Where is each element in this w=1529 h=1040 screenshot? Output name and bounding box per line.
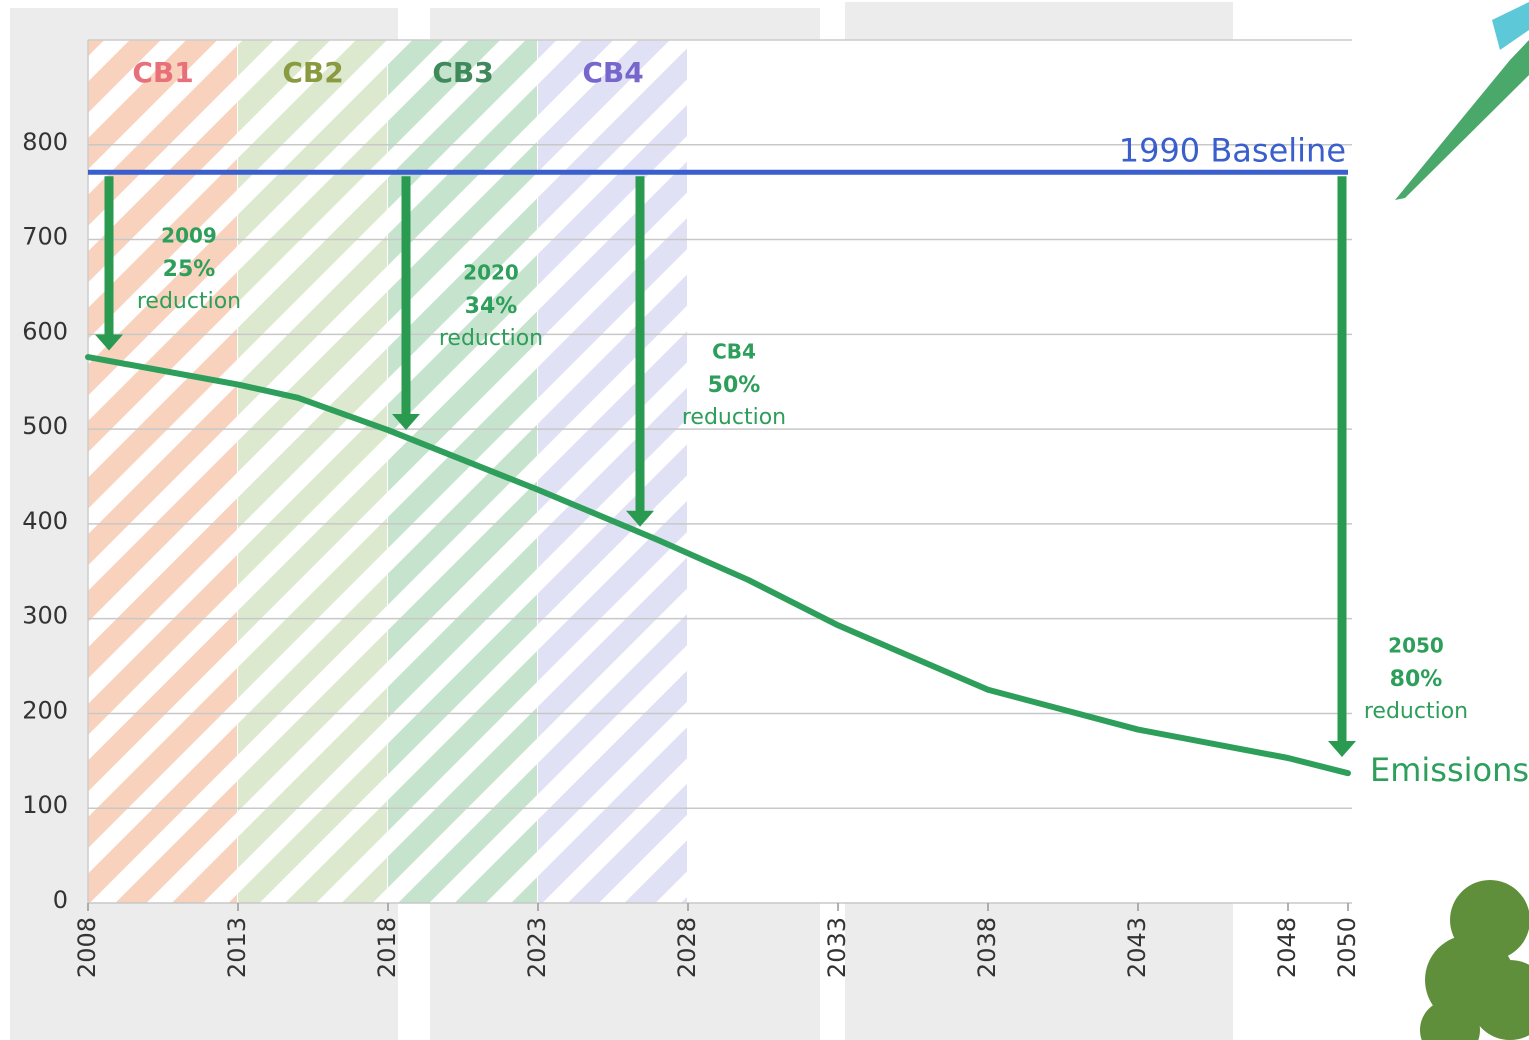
annotation-text: 80% <box>1390 667 1443 692</box>
chart: CB1 CB2 CB3 CB4 0 100 200 300 400 500 600 700 800 200… <box>0 0 1529 1040</box>
x-tick-label: 2048 <box>1273 917 1301 978</box>
y-tick-label: 300 <box>22 602 68 630</box>
annotation-text: 50% <box>708 373 761 398</box>
decoration <box>1492 2 1529 50</box>
x-tick-label: 2028 <box>673 917 701 978</box>
period-label: CB2 <box>282 56 343 89</box>
y-tick-label: 500 <box>22 412 68 440</box>
period-band <box>238 40 388 903</box>
x-tick-label: 2033 <box>823 917 851 978</box>
period-label: CB3 <box>432 56 493 89</box>
annotation-text: reduction <box>1364 699 1468 724</box>
y-tick-label: 400 <box>22 507 68 535</box>
baseline-label: 1990 Baseline <box>1119 131 1346 169</box>
y-tick-label: 0 <box>53 886 68 914</box>
y-tick-label: 800 <box>22 128 68 156</box>
annotation-text: CB4 <box>712 340 756 364</box>
decoration <box>1395 40 1529 200</box>
x-tick-label: 2043 <box>1123 917 1151 978</box>
y-tick-label: 200 <box>22 696 68 724</box>
annotation-text: 2009 <box>161 224 217 248</box>
y-tick-label: 600 <box>22 317 68 345</box>
period-label: CB4 <box>582 56 643 89</box>
tree <box>1420 880 1529 1040</box>
annotation-text: 2050 <box>1388 634 1444 658</box>
period-band <box>538 40 688 903</box>
period-band <box>388 40 538 903</box>
annotation-text: reduction <box>439 326 543 351</box>
x-tick-label: 2008 <box>73 917 101 978</box>
x-tick-label: 2018 <box>373 917 401 978</box>
period-band <box>88 40 238 903</box>
annotation-text: 34% <box>465 294 518 319</box>
y-tick-label: 700 <box>22 223 68 251</box>
x-tick-label: 2023 <box>523 917 551 978</box>
y-tick-label: 100 <box>22 791 68 819</box>
annotation-text: reduction <box>137 289 241 314</box>
annotation-text: 2020 <box>463 261 519 285</box>
x-tick-label: 2013 <box>223 917 251 978</box>
annotation-text: reduction <box>682 405 786 430</box>
period-label: CB1 <box>132 56 193 89</box>
series-label: Emissions <box>1370 751 1529 789</box>
x-tick-label: 2038 <box>973 917 1001 978</box>
annotation-text: 25% <box>163 257 216 282</box>
x-tick-label: 2050 <box>1333 917 1361 978</box>
